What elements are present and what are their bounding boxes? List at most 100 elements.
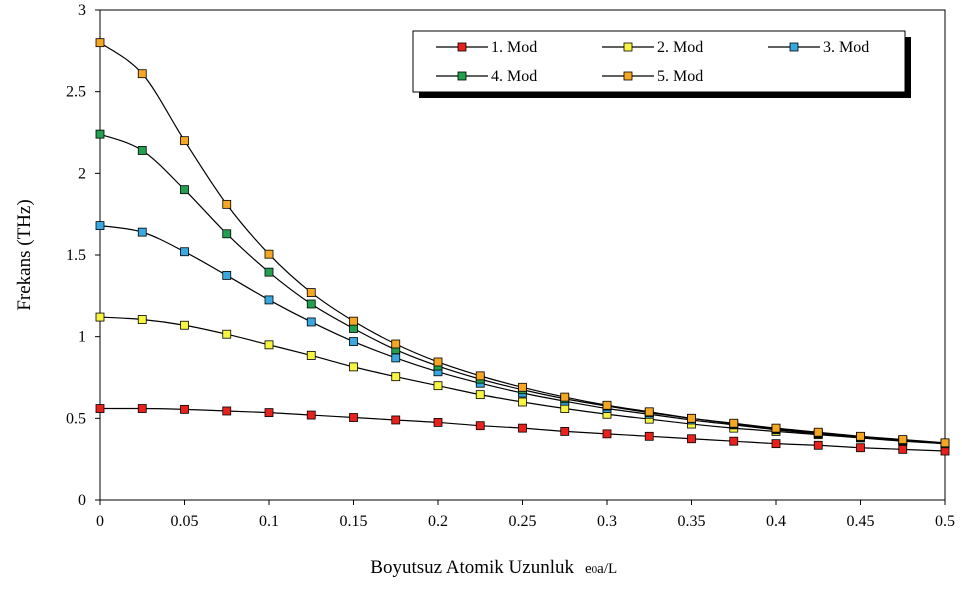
x-axis-symbol-rest: a/L xyxy=(597,561,617,577)
data-point xyxy=(941,447,949,455)
data-point xyxy=(96,39,104,47)
data-point xyxy=(223,407,231,415)
y-axis-title: Frekans (THz) xyxy=(14,199,35,310)
data-point xyxy=(730,419,738,427)
data-point xyxy=(392,416,400,424)
data-point xyxy=(265,341,273,349)
data-point xyxy=(350,363,358,371)
legend-label: 2. Mod xyxy=(657,39,703,56)
data-point xyxy=(561,393,569,401)
data-point xyxy=(138,70,146,78)
data-point xyxy=(265,268,273,276)
y-tick-label: 1 xyxy=(78,329,86,346)
x-tick-label: 0.3 xyxy=(597,513,617,530)
x-axis-title: Boyutsuz Atomik Uzunluk xyxy=(370,557,574,578)
data-point xyxy=(307,411,315,419)
data-point xyxy=(561,405,569,413)
data-point xyxy=(350,325,358,333)
x-tick-label: 0.45 xyxy=(847,513,875,530)
data-point xyxy=(434,382,442,390)
data-point xyxy=(857,444,865,452)
x-tick-label: 0.4 xyxy=(766,513,786,530)
x-tick-label: 0.25 xyxy=(509,513,537,530)
data-point xyxy=(96,222,104,230)
data-point xyxy=(138,316,146,324)
data-point xyxy=(223,271,231,279)
data-point xyxy=(476,422,484,430)
legend-label: 3. Mod xyxy=(823,39,869,56)
data-point xyxy=(265,409,273,417)
x-tick-label: 0.2 xyxy=(428,513,448,530)
data-point xyxy=(350,338,358,346)
data-point xyxy=(772,424,780,432)
data-point xyxy=(476,391,484,399)
legend-marker xyxy=(458,43,466,51)
data-point xyxy=(223,330,231,338)
data-point xyxy=(730,437,738,445)
data-point xyxy=(138,146,146,154)
data-point xyxy=(519,424,527,432)
data-point xyxy=(434,418,442,426)
data-point xyxy=(688,435,696,443)
x-tick-label: 0.1 xyxy=(259,513,279,530)
x-tick-label: 0 xyxy=(96,513,104,530)
data-point xyxy=(519,398,527,406)
legend-label: 5. Mod xyxy=(657,68,703,85)
y-tick-label: 1.5 xyxy=(66,247,86,264)
data-point xyxy=(265,250,273,258)
data-point xyxy=(138,228,146,236)
data-point xyxy=(814,428,822,436)
data-point xyxy=(857,432,865,440)
data-point xyxy=(434,358,442,366)
legend-label: 1. Mod xyxy=(491,39,537,56)
data-point xyxy=(307,318,315,326)
legend-marker xyxy=(458,72,466,80)
data-point xyxy=(307,300,315,308)
x-tick-label: 0.5 xyxy=(935,513,955,530)
y-tick-label: 2 xyxy=(78,165,86,182)
data-point xyxy=(96,130,104,138)
data-point xyxy=(941,439,949,447)
data-point xyxy=(519,383,527,391)
data-point xyxy=(899,445,907,453)
legend-marker xyxy=(624,72,632,80)
data-point xyxy=(307,289,315,297)
y-tick-label: 3 xyxy=(78,2,86,19)
x-tick-label: 0.15 xyxy=(340,513,368,530)
legend-marker xyxy=(790,43,798,51)
data-point xyxy=(772,440,780,448)
legend: 1. Mod 2. Mod 3. Mod 4. Mod 5. Mod xyxy=(413,31,911,98)
data-point xyxy=(392,340,400,348)
data-point xyxy=(350,414,358,422)
x-tick-label: 0.05 xyxy=(171,513,199,530)
data-point xyxy=(603,401,611,409)
data-point xyxy=(603,430,611,438)
data-point xyxy=(392,354,400,362)
data-point xyxy=(181,321,189,329)
legend-marker xyxy=(624,43,632,51)
data-point xyxy=(350,317,358,325)
data-point xyxy=(561,427,569,435)
data-point xyxy=(265,296,273,304)
data-point xyxy=(307,351,315,359)
data-point xyxy=(688,414,696,422)
legend-label: 4. Mod xyxy=(491,68,537,85)
y-tick-label: 2.5 xyxy=(66,84,86,101)
data-point xyxy=(181,186,189,194)
data-point xyxy=(96,405,104,413)
data-point xyxy=(96,313,104,321)
data-point xyxy=(138,405,146,413)
y-tick-label: 0.5 xyxy=(66,410,86,427)
x-tick-label: 0.35 xyxy=(678,513,706,530)
data-point xyxy=(645,432,653,440)
y-tick-label: 0 xyxy=(78,492,86,509)
data-point xyxy=(223,200,231,208)
data-point xyxy=(223,230,231,238)
data-point xyxy=(392,373,400,381)
data-point xyxy=(814,441,822,449)
data-point xyxy=(181,405,189,413)
data-point xyxy=(181,137,189,145)
data-point xyxy=(476,372,484,380)
